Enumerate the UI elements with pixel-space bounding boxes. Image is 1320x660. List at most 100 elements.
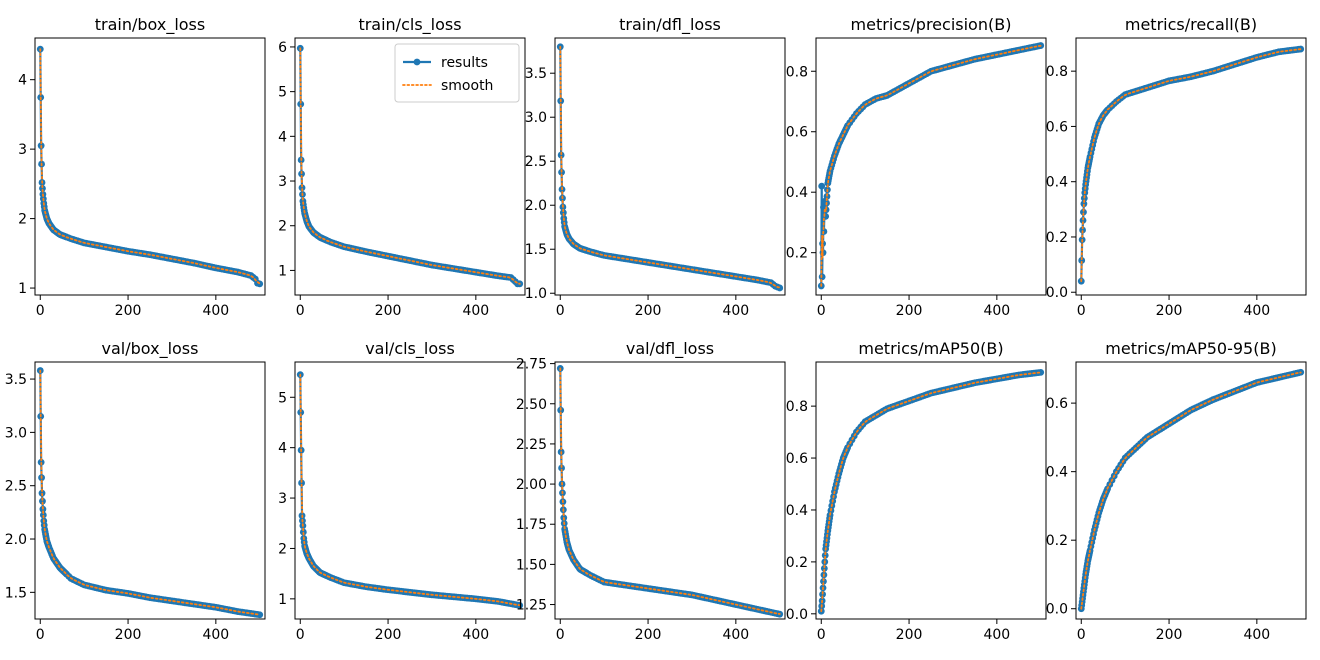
y-tick-label: 0.4 bbox=[786, 185, 808, 201]
x-tick-label: 0 bbox=[36, 627, 45, 643]
data-point bbox=[297, 100, 305, 108]
y-tick-label: 1 bbox=[278, 263, 287, 279]
y-tick-label: 0.2 bbox=[786, 246, 808, 262]
y-tick-label: 0.8 bbox=[786, 64, 808, 80]
y-tick-label: 5 bbox=[278, 85, 287, 101]
y-tick-label: 1.25 bbox=[516, 598, 547, 614]
y-tick-label: 3.0 bbox=[5, 425, 27, 441]
chart-title: metrics/mAP50-95(B) bbox=[1105, 339, 1276, 358]
series-line-smooth bbox=[39, 48, 261, 285]
plot-area bbox=[1077, 45, 1305, 285]
y-tick-label: 1.5 bbox=[5, 585, 27, 601]
axes-frame bbox=[1075, 361, 1307, 620]
axes-frame bbox=[1075, 37, 1307, 296]
x-tick-label: 400 bbox=[202, 303, 229, 319]
y-tick-label: 4 bbox=[278, 441, 287, 457]
x-tick-label: 200 bbox=[896, 303, 923, 319]
series-markers-results bbox=[817, 42, 1045, 290]
y-tick-label: 6 bbox=[278, 40, 287, 56]
x-tick-label: 0 bbox=[36, 303, 45, 319]
series-markers-results bbox=[1077, 45, 1305, 285]
plot-area bbox=[296, 371, 524, 609]
x-tick-label: 0 bbox=[296, 627, 305, 643]
x-tick-label: 400 bbox=[1243, 303, 1270, 319]
subplot-train-cls-loss: train/cls_loss 0 200 400 1 2 3 4 5 6 results smooth bbox=[278, 15, 526, 319]
y-tick-label: 2.00 bbox=[516, 477, 547, 493]
x-tick-label: 200 bbox=[635, 303, 662, 319]
x-tick-label: 0 bbox=[556, 627, 565, 643]
data-point bbox=[1080, 208, 1087, 216]
y-tick-label: 2 bbox=[278, 541, 287, 557]
y-tick-label: 1.50 bbox=[516, 557, 547, 573]
x-tick-label: 200 bbox=[375, 303, 402, 319]
y-tick-label: 3.0 bbox=[525, 110, 547, 126]
y-tick-label: 1.5 bbox=[525, 242, 547, 258]
x-tick-label: 200 bbox=[115, 303, 142, 319]
y-tick-label: 2 bbox=[278, 219, 287, 235]
subplot-metrics-map50-95-b: metrics/mAP50-95(B) 0 200 400 0.0 0.2 0.4 0.6 bbox=[1046, 339, 1307, 643]
y-tick-label: 2.5 bbox=[5, 479, 27, 495]
y-tick-label: 4 bbox=[278, 129, 287, 145]
legend-label-results: results bbox=[441, 55, 488, 71]
y-tick-label: 0.0 bbox=[1046, 602, 1068, 618]
x-tick-label: 0 bbox=[556, 303, 565, 319]
x-tick-label: 400 bbox=[462, 303, 489, 319]
legend-box bbox=[394, 43, 520, 103]
x-tick-label: 0 bbox=[817, 303, 826, 319]
y-tick-label: 3.5 bbox=[5, 372, 27, 388]
series-line-smooth bbox=[559, 367, 781, 615]
y-tick-label: 0.6 bbox=[786, 451, 808, 467]
x-tick-label: 400 bbox=[983, 303, 1010, 319]
y-tick-label: 2.0 bbox=[525, 198, 547, 214]
subplot-train-dfl-loss: train/dfl_loss 0 200 400 1.0 1.5 2.0 2.5 3.0 3.5 bbox=[525, 15, 786, 319]
x-tick-label: 400 bbox=[722, 627, 749, 643]
y-tick-label: 1.75 bbox=[516, 517, 547, 533]
y-tick-label: 0.6 bbox=[1046, 119, 1068, 135]
y-tick-label: 2.75 bbox=[516, 357, 547, 373]
axes-frame bbox=[554, 361, 786, 620]
data-point bbox=[558, 464, 565, 472]
plot-area bbox=[36, 367, 264, 619]
chart-title: train/cls_loss bbox=[358, 15, 461, 35]
y-tick-label: 0.4 bbox=[786, 503, 808, 519]
y-tick-label: 4 bbox=[18, 73, 27, 89]
y-tick-label: 0.0 bbox=[786, 607, 808, 623]
x-tick-label: 400 bbox=[1243, 627, 1270, 643]
series-markers-results bbox=[556, 365, 784, 618]
x-tick-label: 0 bbox=[1077, 627, 1086, 643]
data-point bbox=[1037, 368, 1045, 376]
y-tick-label: 3 bbox=[278, 491, 287, 507]
data-point bbox=[559, 209, 567, 217]
y-tick-label: 0.2 bbox=[1046, 230, 1068, 246]
data-point bbox=[820, 564, 828, 572]
chart-title: metrics/mAP50(B) bbox=[858, 339, 1003, 358]
plot-area bbox=[556, 43, 784, 292]
axes-frame bbox=[554, 37, 786, 296]
y-tick-label: 0.4 bbox=[1046, 465, 1068, 481]
x-tick-label: 0 bbox=[296, 303, 305, 319]
data-point bbox=[298, 479, 305, 487]
y-tick-label: 1.0 bbox=[525, 286, 547, 302]
series-line-smooth bbox=[299, 47, 521, 285]
y-tick-label: 3.5 bbox=[525, 66, 547, 82]
legend-marker-results bbox=[413, 58, 421, 66]
x-tick-label: 200 bbox=[375, 627, 402, 643]
data-point bbox=[818, 182, 826, 190]
x-tick-label: 200 bbox=[115, 627, 142, 643]
y-tick-label: 0.6 bbox=[786, 125, 808, 141]
chart-title: metrics/precision(B) bbox=[851, 15, 1012, 34]
chart-title: metrics/recall(B) bbox=[1125, 15, 1257, 34]
y-tick-label: 0.2 bbox=[786, 555, 808, 571]
series-line-smooth bbox=[559, 45, 781, 289]
series-line-smooth bbox=[299, 373, 521, 607]
subplot-metrics-map50-b: metrics/mAP50(B) 0 200 400 0.0 0.2 0.4 0.6 0.8 bbox=[786, 339, 1047, 643]
y-tick-label: 5 bbox=[278, 390, 287, 406]
series-line-smooth bbox=[1080, 371, 1302, 610]
y-tick-label: 1 bbox=[278, 592, 287, 608]
data-point bbox=[256, 611, 264, 619]
y-tick-label: 0.6 bbox=[1046, 396, 1068, 412]
data-point bbox=[39, 497, 46, 505]
